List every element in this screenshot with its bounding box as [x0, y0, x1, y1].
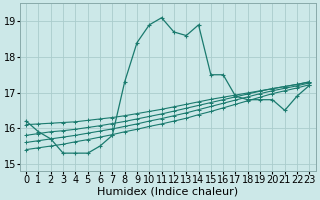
X-axis label: Humidex (Indice chaleur): Humidex (Indice chaleur) — [97, 187, 238, 197]
